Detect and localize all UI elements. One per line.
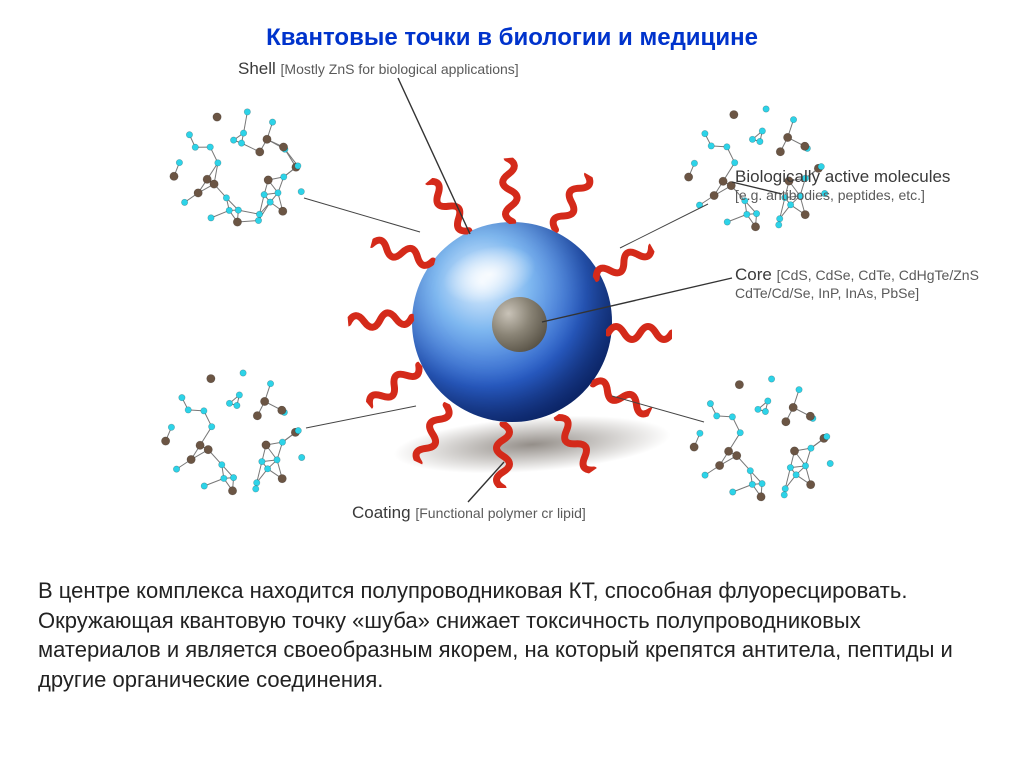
description-paragraph: В центре комплекса находится полупроводн…	[38, 576, 988, 695]
coating-squiggle	[482, 156, 538, 226]
page-title: Квантовые точки в биологии и медицине	[0, 0, 1024, 52]
quantum-dot-diagram: Shell [Mostly ZnS for biological applica…	[72, 62, 952, 522]
inner-core	[492, 297, 547, 352]
shell-label: Shell [Mostly ZnS for biological applica…	[238, 58, 519, 79]
core-label: Core [CdS, CdSe, CdTe, CdHgTe/ZnS CdTe/C…	[735, 264, 995, 303]
biomol-label: Biologically active molecules [e.g. anti…	[735, 166, 985, 205]
coating-squiggle	[606, 308, 672, 358]
biomolecule-cluster	[158, 102, 328, 242]
coating-squiggle	[478, 422, 528, 488]
coating-squiggle	[365, 220, 442, 285]
biomolecule-cluster	[154, 362, 324, 512]
coating-label: Coating [Functional polymer cr lipid]	[352, 502, 586, 523]
coating-squiggle	[346, 292, 416, 348]
biomolecule-cluster	[680, 368, 855, 518]
